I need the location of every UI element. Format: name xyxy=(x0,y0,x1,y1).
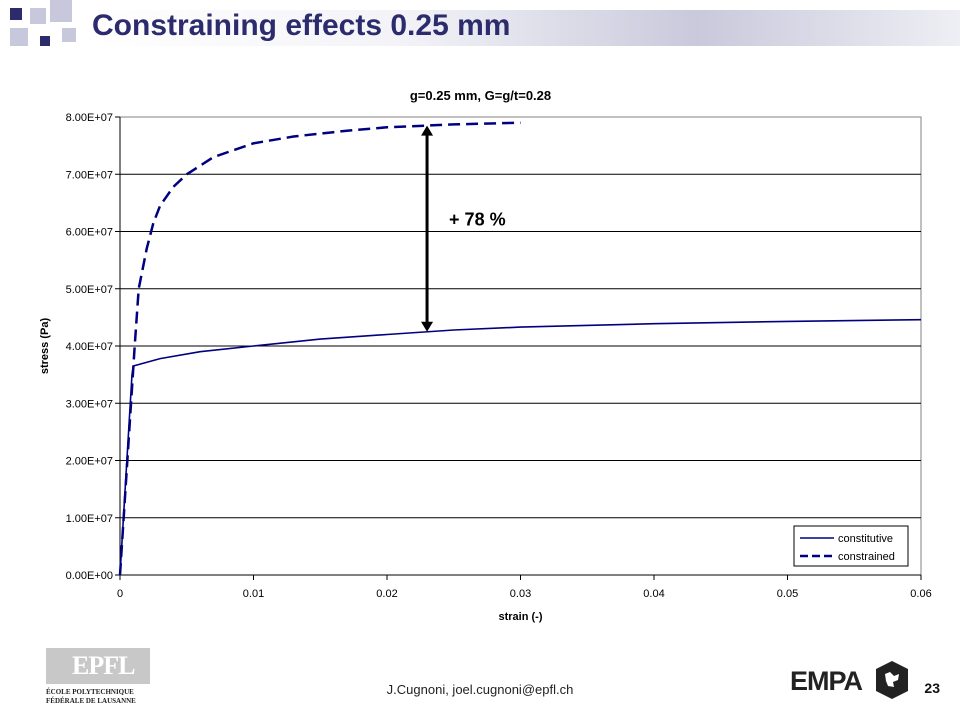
legend-box xyxy=(793,525,909,567)
epfl-line-2: FÉDÉRALE DE LAUSANNE xyxy=(46,697,136,705)
empa-wordmark: EMPA xyxy=(790,666,863,696)
accent-square xyxy=(10,8,22,20)
legend-label: constitutive xyxy=(838,533,893,545)
title-bar xyxy=(88,10,960,46)
annotation-label: + 78 % xyxy=(449,210,506,230)
y-tick-label: 1.00E+07 xyxy=(66,513,113,525)
y-tick-label: 5.00E+07 xyxy=(66,284,113,296)
empa-logo: EMPA xyxy=(790,660,920,704)
x-tick-label: 0.06 xyxy=(910,588,931,600)
x-tick-label: 0.04 xyxy=(643,588,664,600)
x-axis-label: strain (-) xyxy=(499,611,543,623)
epfl-logo-box: EPFL xyxy=(46,648,150,684)
y-tick-label: 4.00E+07 xyxy=(66,341,113,353)
slide-title: Constraining effects 0.25 mm xyxy=(92,9,511,42)
legend-label: constrained xyxy=(838,551,895,563)
x-tick-label: 0.03 xyxy=(510,588,531,600)
epfl-logo: EPFL ÉCOLE POLYTECHNIQUE FÉDÉRALE DE LAU… xyxy=(46,648,152,706)
page-number: 23 xyxy=(924,680,940,696)
chart-title: g=0.25 mm, G=g/t=0.28 xyxy=(410,88,551,103)
accent-square xyxy=(30,8,46,24)
y-tick-label: 2.00E+07 xyxy=(66,456,113,468)
accent-square xyxy=(50,0,72,22)
y-tick-label: 7.00E+07 xyxy=(66,169,113,181)
accent-square xyxy=(10,28,28,46)
epfl-line-1: ÉCOLE POLYTECHNIQUE xyxy=(46,688,134,696)
x-tick-label: 0.02 xyxy=(376,588,397,600)
y-tick-label: 6.00E+07 xyxy=(66,227,113,239)
y-axis-label: stress (Pa) xyxy=(39,318,51,375)
series-line-constrained xyxy=(118,121,521,576)
accent-square xyxy=(40,36,50,46)
epfl-mark: EPFL xyxy=(72,651,135,680)
x-tick-label: 0.05 xyxy=(777,588,798,600)
annotation-arrowhead-bottom xyxy=(421,321,434,332)
x-tick-label: 0.01 xyxy=(243,588,264,600)
x-tick-label: 0 xyxy=(117,588,123,600)
empa-emblem-icon xyxy=(876,661,908,699)
annotation-arrowhead-top xyxy=(421,125,434,136)
y-tick-label: 0.00E+00 xyxy=(66,570,113,582)
footer-author: J.Cugnoni, joel.cugnoni@epfl.ch xyxy=(386,682,574,697)
accent-square xyxy=(62,28,76,42)
y-tick-label: 8.00E+07 xyxy=(66,112,113,124)
y-tick-label: 3.00E+07 xyxy=(66,398,113,410)
stress-strain-chart: 0.00E+00 1.00E+07 2.00E+07 3.00E+07 4.00E+07… xyxy=(39,88,932,623)
